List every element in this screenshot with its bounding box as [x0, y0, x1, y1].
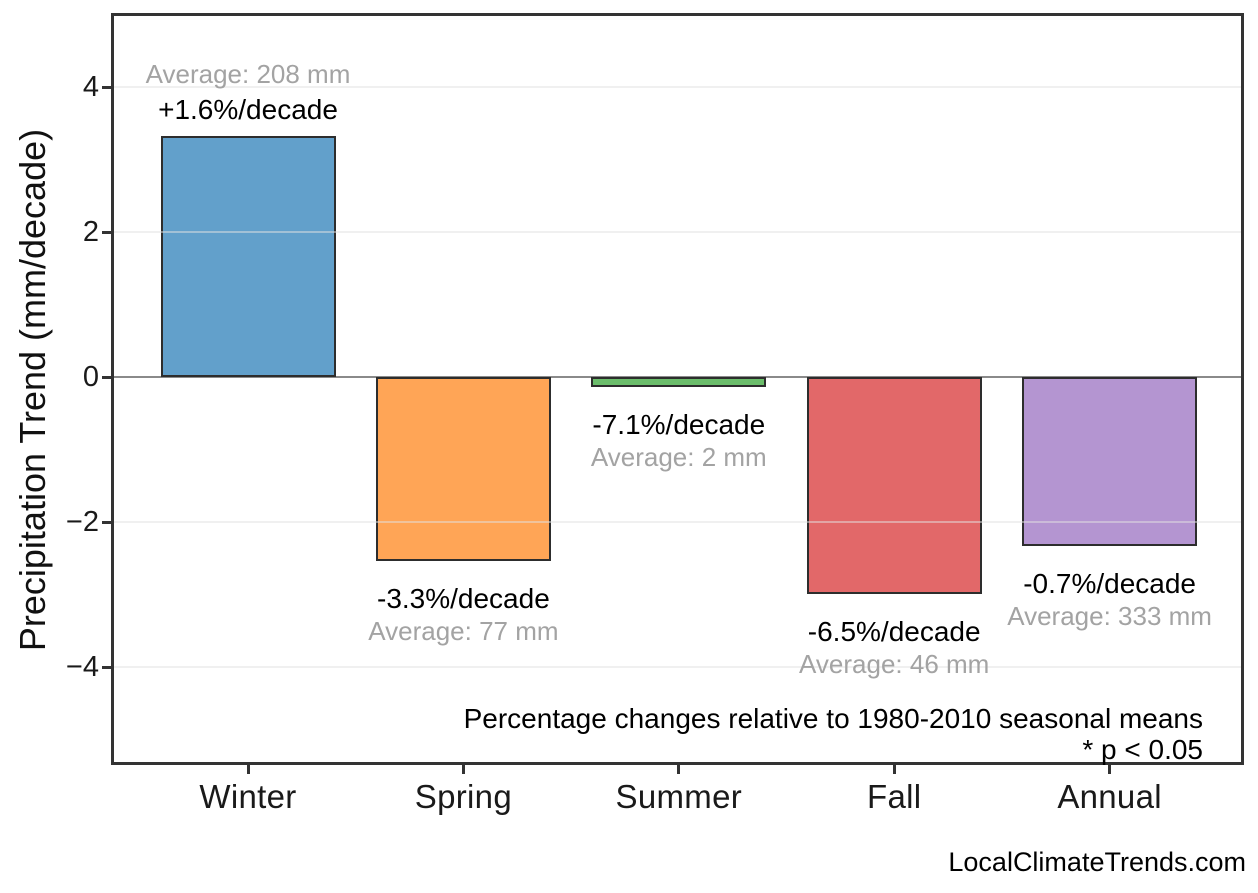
y-gridline-4	[114, 86, 1241, 88]
bar-label-avg-annual: Average: 333 mm	[1007, 600, 1212, 631]
bar-label-pct-summer: -7.1%/decade	[592, 409, 766, 441]
bar-annual	[1022, 377, 1198, 546]
bar-label-avg-fall: Average: 46 mm	[799, 648, 990, 679]
y-tick-label--2: −2	[65, 506, 99, 538]
x-tick-mark-fall	[892, 765, 896, 774]
bar-label-avg-spring: Average: 77 mm	[368, 616, 559, 647]
x-tick-label-winter: Winter	[199, 778, 297, 815]
bar-summer	[591, 377, 767, 388]
y-tick-mark--4	[102, 665, 111, 669]
x-tick-mark-summer	[677, 765, 681, 774]
bar-label-pct-winter: +1.6%/decade	[158, 93, 338, 125]
bar-label-avg-winter: Average: 208 mm	[145, 58, 351, 89]
y-tick-mark-2	[102, 230, 111, 234]
y-tick-mark-4	[102, 85, 111, 89]
x-tick-label-fall: Fall	[867, 778, 922, 815]
footnote-line-2: * p < 0.05	[1082, 734, 1203, 765]
bar-label-avg-summer: Average: 2 mm	[590, 442, 767, 473]
bar-label-pct-annual: -0.7%/decade	[1023, 567, 1196, 599]
x-tick-mark-annual	[1108, 765, 1112, 774]
y-gridline-2	[114, 231, 1241, 233]
x-tick-label-annual: Annual	[1057, 778, 1162, 815]
y-tick-label-0: 0	[82, 361, 99, 393]
x-tick-label-spring: Spring	[414, 778, 512, 815]
y-tick-label-2: 2	[82, 216, 99, 248]
y-tick-label-4: 4	[82, 71, 99, 103]
plot-area: Percentage changes relative to 1980-2010…	[111, 13, 1244, 765]
x-tick-mark-winter	[246, 765, 250, 774]
watermark: LocalClimateTrends.com	[948, 847, 1246, 877]
y-tick-label--4: −4	[65, 651, 99, 683]
bar-label-pct-fall: -6.5%/decade	[807, 615, 981, 647]
bar-label-pct-spring: -3.3%/decade	[376, 583, 550, 615]
footnote: Percentage changes relative to 1980-2010…	[464, 703, 1203, 765]
y-gridline--4	[114, 666, 1241, 668]
bar-spring	[375, 377, 551, 562]
y-gridline--2	[114, 521, 1241, 523]
footnote-line-1: Percentage changes relative to 1980-2010…	[463, 703, 1203, 734]
y-tick-mark-0	[102, 375, 111, 379]
x-tick-mark-spring	[461, 765, 465, 774]
bar-winter	[160, 135, 336, 377]
bar-fall	[806, 377, 982, 594]
y-tick-mark--2	[102, 520, 111, 524]
x-tick-label-summer: Summer	[615, 778, 743, 815]
